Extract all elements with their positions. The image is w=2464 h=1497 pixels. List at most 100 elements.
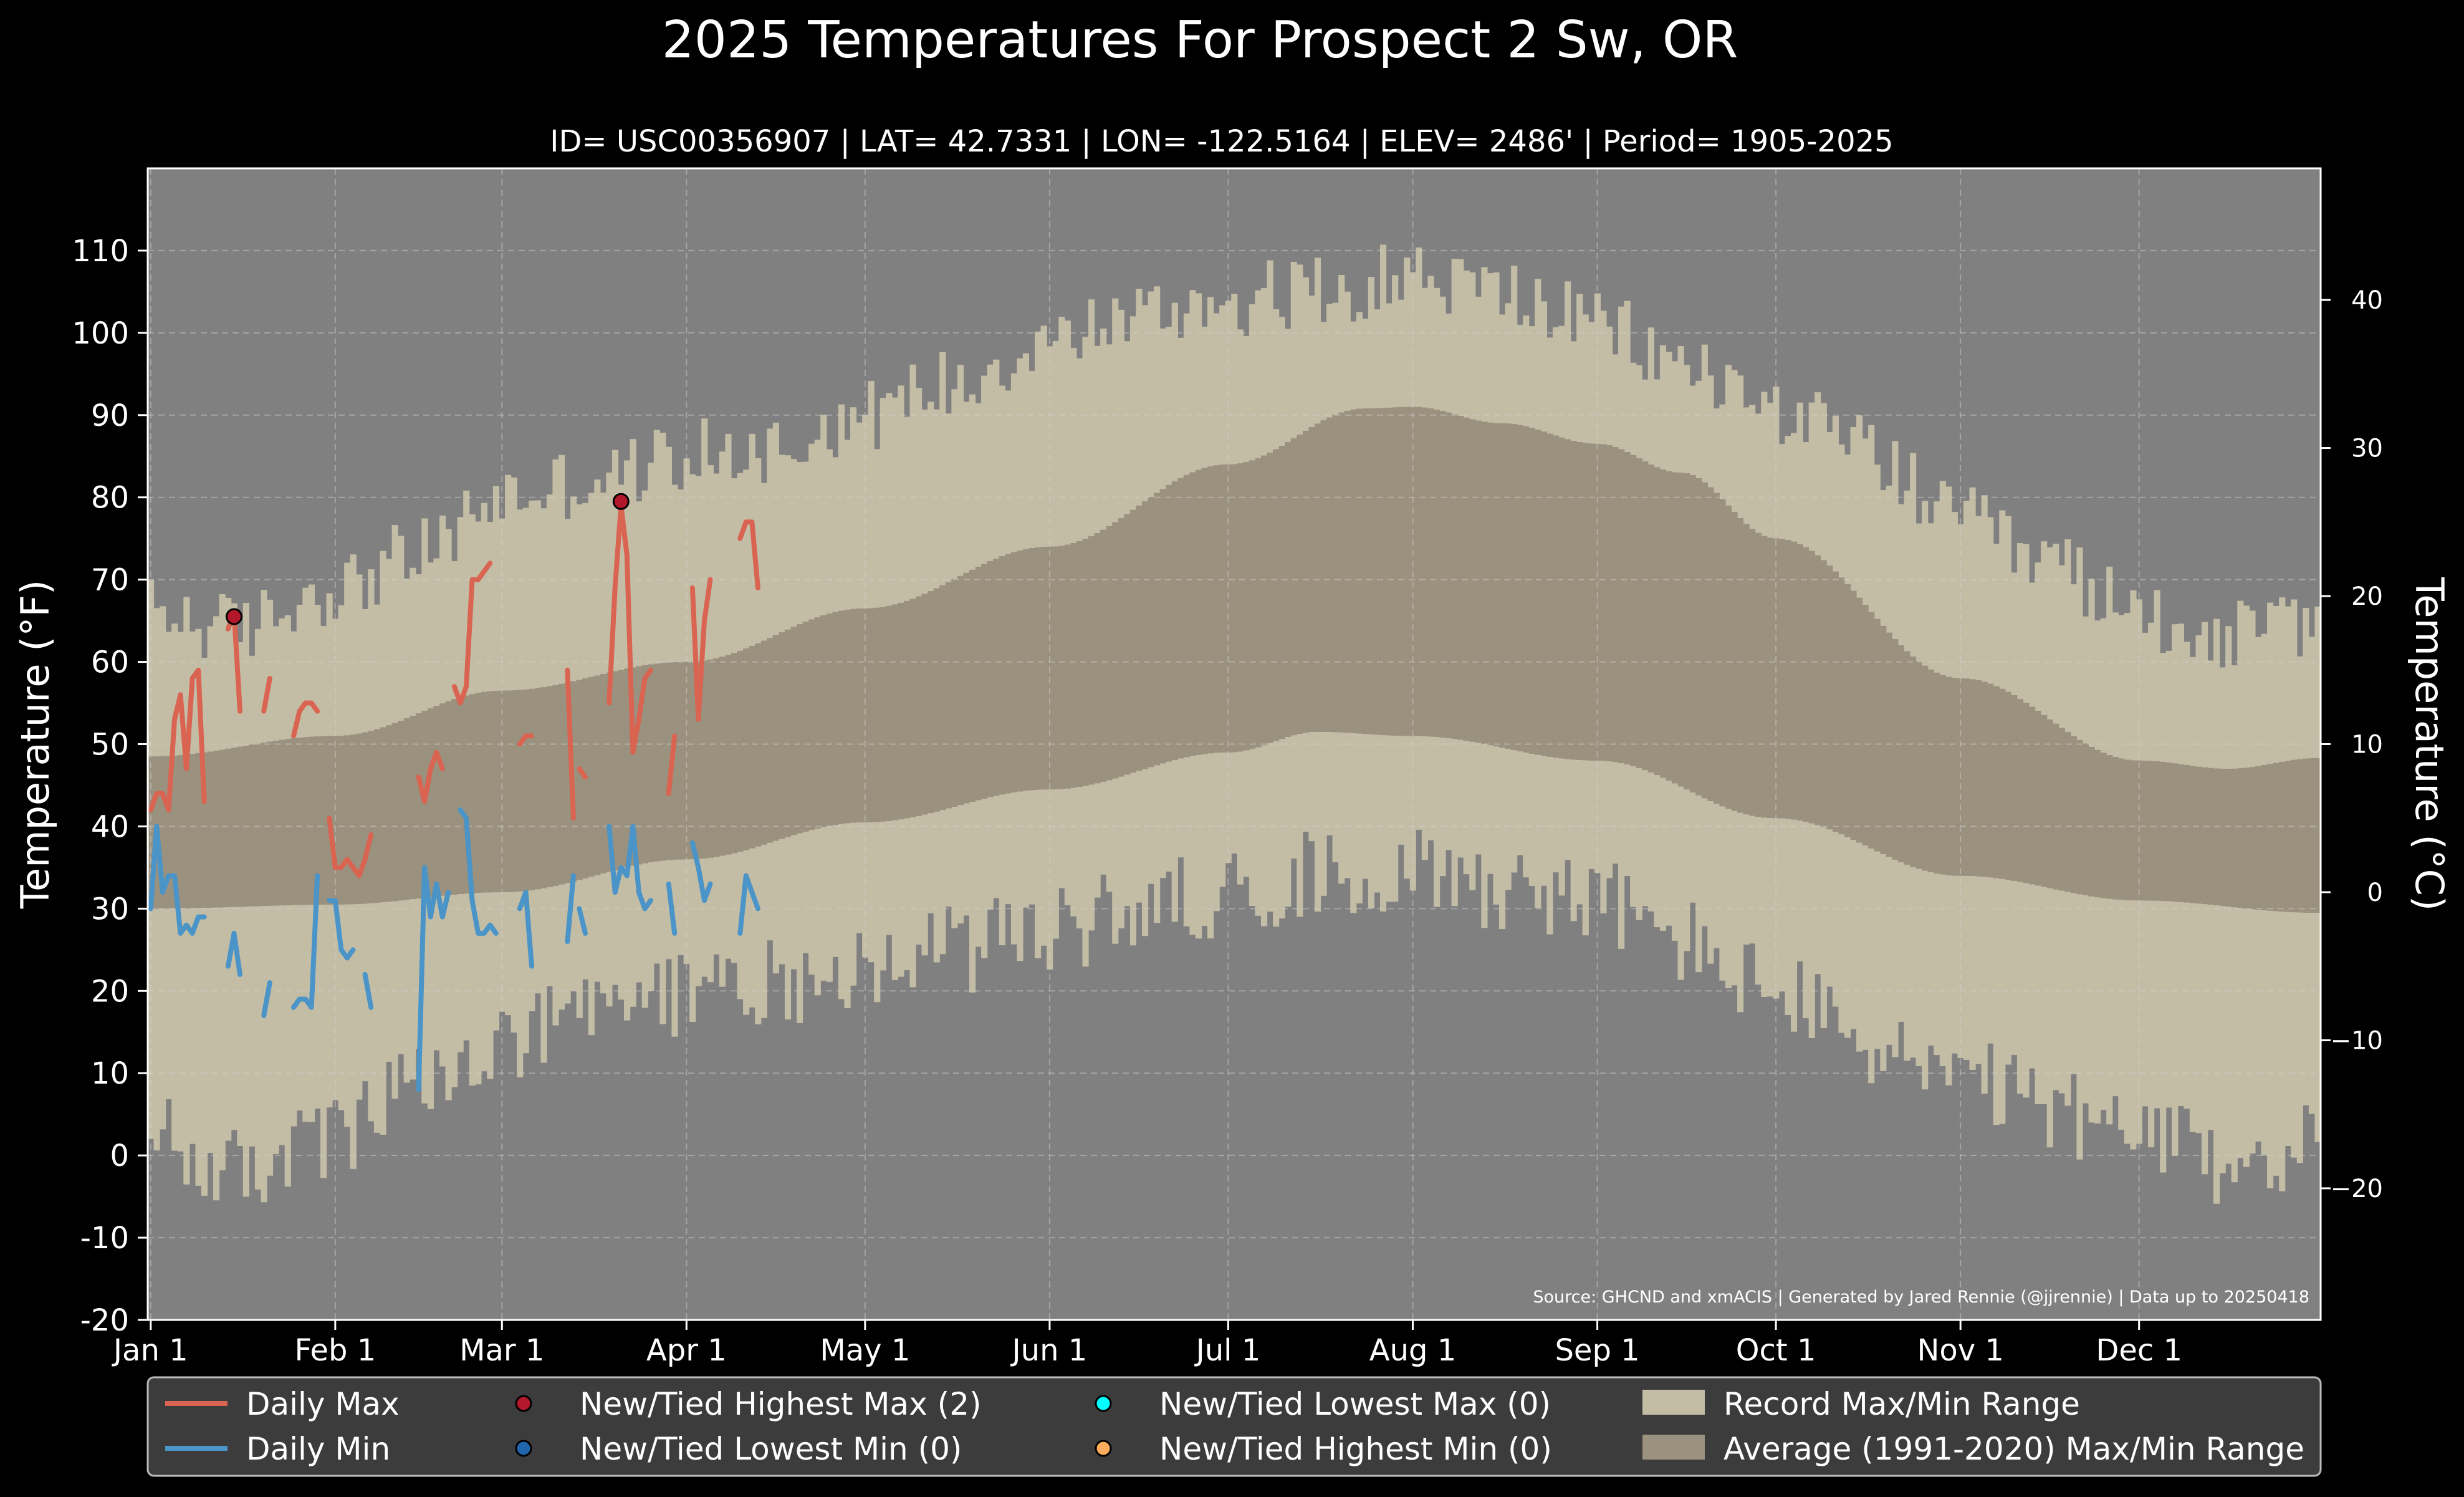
average-range-bar <box>552 685 559 886</box>
record-min-bar <box>1177 758 1184 858</box>
record-max-bar <box>2296 656 2303 759</box>
record-max-bar <box>2124 613 2131 760</box>
average-range-bar <box>171 755 178 909</box>
record-max-bar <box>1213 313 1220 466</box>
record-max-bar <box>344 562 351 736</box>
average-range-bar <box>1808 551 1815 824</box>
record-max-bar <box>874 449 881 608</box>
record-min-bar <box>249 906 256 1147</box>
record-min-bar <box>731 853 738 963</box>
record-min-bar <box>1880 854 1887 1071</box>
record-min-bar <box>457 893 464 1052</box>
y-tick-label: 10 <box>91 1056 129 1091</box>
record-min-bar <box>1290 735 1297 859</box>
average-range-bar <box>427 708 434 897</box>
record-max-bar <box>1243 335 1250 463</box>
average-range-bar <box>1826 566 1833 830</box>
record-min-bar <box>1273 741 1280 927</box>
record-min-bar <box>1362 734 1369 879</box>
record-min-bar <box>475 892 482 1085</box>
average-range-bar <box>2296 759 2303 913</box>
record-max-bar <box>1010 373 1017 552</box>
record-min-bar <box>1129 773 1137 946</box>
record-min-bar <box>1350 733 1357 913</box>
record-min-bar <box>576 880 583 1018</box>
average-range-bar <box>2267 764 2274 911</box>
record-max-bar <box>969 394 976 570</box>
average-range-bar <box>1695 478 1702 796</box>
record-max-bar <box>1469 272 1476 420</box>
record-min-bar <box>546 887 554 986</box>
average-range-bar <box>1731 512 1738 811</box>
record-min-bar <box>1481 744 1488 928</box>
average-range-bar <box>2118 758 2125 900</box>
record-min-bar <box>1850 839 1857 1029</box>
record-max-bar <box>1297 264 1303 435</box>
average-range-bar <box>1094 533 1101 784</box>
average-range-bar <box>1939 675 1946 875</box>
record-max-bar <box>1636 365 1642 459</box>
average-range-bar <box>2291 759 2298 913</box>
record-min-bar <box>1862 845 1869 1050</box>
record-min-bar <box>1778 818 1786 991</box>
average-range-bar <box>826 614 833 826</box>
record-max-bar <box>1207 297 1214 467</box>
average-range-bar <box>1892 639 1899 860</box>
record-min-bar <box>2016 882 2024 1094</box>
record-min-bar <box>2046 888 2053 1148</box>
record-max-bar <box>1064 320 1071 545</box>
average-range-bar <box>1945 676 1952 875</box>
record-max-bar <box>326 593 333 736</box>
record-max-bar <box>171 623 178 756</box>
y-tick-label: 40 <box>91 809 129 844</box>
record-max-bar <box>505 474 512 691</box>
record-min-bar <box>611 870 619 985</box>
record-min-bar <box>641 863 648 1008</box>
record-max-bar <box>1356 312 1363 409</box>
average-range-bar <box>1862 605 1869 846</box>
record-min-bar <box>1159 763 1166 878</box>
record-min-bar <box>267 905 274 1176</box>
average-range-bar <box>2160 762 2167 902</box>
average-range-bar <box>469 694 476 893</box>
average-range-bar <box>2070 736 2078 893</box>
average-range-bar <box>1701 482 1708 799</box>
record-max-bar <box>1350 321 1357 410</box>
average-range-bar <box>1028 548 1035 791</box>
record-min-bar <box>981 798 988 958</box>
average-range-bar <box>1362 408 1369 734</box>
record-max-bar <box>1052 340 1059 547</box>
record-max-bar <box>1785 436 1791 540</box>
average-range-bar <box>749 646 755 849</box>
record-min-bar <box>1278 739 1285 919</box>
record-min-bar <box>1010 792 1017 945</box>
record-max-bar <box>1416 247 1422 407</box>
record-max-bar <box>1404 258 1411 407</box>
legend-item: New/Tied Highest Max (2) <box>515 1386 982 1422</box>
record-min-bar <box>219 907 226 1171</box>
record-max-bar <box>856 422 863 609</box>
record-min-bar <box>254 906 262 1190</box>
average-range-bar <box>1017 551 1023 792</box>
average-range-bar <box>1528 428 1535 754</box>
record-max-bar <box>2249 610 2256 768</box>
record-max-bar <box>1612 354 1619 447</box>
average-range-bar <box>338 736 345 905</box>
record-min-bar <box>183 908 190 1185</box>
x-tick-label: Jan 1 <box>112 1333 188 1368</box>
record-min-bar <box>326 904 333 1108</box>
record-min-bar <box>272 905 279 1154</box>
record-max-bar <box>784 455 792 630</box>
x-tick-label: Sep 1 <box>1555 1333 1639 1368</box>
record-min-bar <box>874 822 881 1003</box>
record-min-bar <box>1987 877 1994 1044</box>
record-max-bar <box>1035 331 1042 547</box>
record-min-bar <box>1386 735 1393 902</box>
record-max-bar <box>1689 385 1696 476</box>
average-range-bar <box>1517 425 1523 752</box>
record-max-bar <box>2219 667 2226 769</box>
record-min-bar <box>1803 822 1810 1019</box>
record-min-bar <box>1148 767 1154 884</box>
average-range-bar <box>290 738 297 905</box>
average-range-bar <box>1136 505 1143 771</box>
